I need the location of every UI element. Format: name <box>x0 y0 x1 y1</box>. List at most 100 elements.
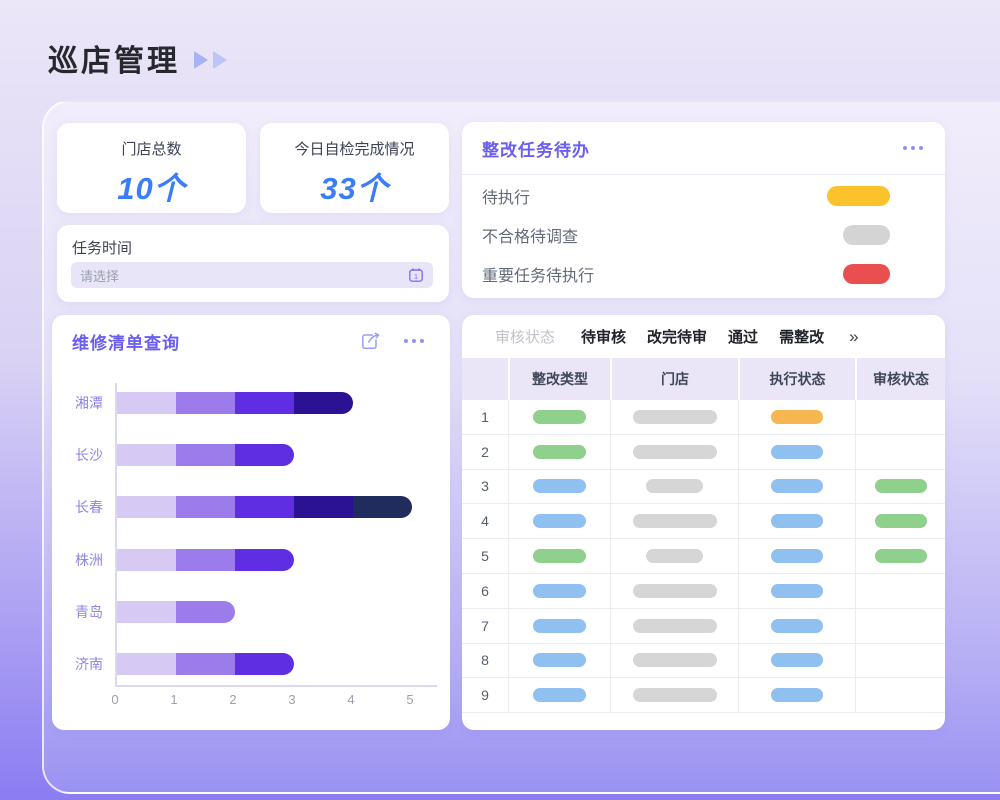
exec-status-pill <box>771 583 823 598</box>
todo-item[interactable]: 不合格待调查 <box>462 217 945 253</box>
table-cell <box>738 504 855 539</box>
table-cell <box>508 504 610 539</box>
table-cell <box>610 643 738 678</box>
bar-category-label: 株洲 <box>75 551 103 568</box>
bar-segment <box>294 496 353 519</box>
play-triangle-icon <box>213 51 227 69</box>
rectify-type-pill <box>533 583 586 598</box>
more-options-icon[interactable] <box>402 335 426 347</box>
rectify-type-pill <box>533 514 586 529</box>
table-cell <box>855 400 945 434</box>
bar-segment <box>117 392 176 414</box>
more-tabs-icon[interactable]: » <box>849 326 859 346</box>
audit-status-pill <box>874 479 927 494</box>
table-cell <box>508 573 610 608</box>
bar-segment <box>235 548 294 571</box>
stat-value: 33个 <box>320 171 389 206</box>
rectify-type-pill <box>533 688 586 703</box>
rectify-type-pill <box>533 479 586 494</box>
store-pill <box>632 618 717 633</box>
bar-category-label: 长春 <box>75 499 103 516</box>
table-row[interactable]: 9 <box>462 678 945 714</box>
tab-4[interactable]: 需整改 <box>779 329 825 346</box>
table-header-cell: 整改类型 <box>508 358 610 400</box>
table-cell <box>738 539 855 573</box>
store-pill <box>632 444 717 459</box>
bar-segment <box>117 444 176 467</box>
store-pill <box>632 653 717 668</box>
todo-item[interactable]: 重要任务待执行 <box>462 256 945 292</box>
table-cell <box>738 678 855 713</box>
exec-status-pill <box>771 514 823 529</box>
double-play-icon <box>194 51 227 69</box>
store-pill <box>632 514 717 529</box>
row-number-cell: 1 <box>481 408 489 425</box>
exec-status-pill <box>771 409 823 424</box>
table-cell <box>738 434 855 469</box>
table-cell <box>855 643 945 678</box>
x-axis-tick-label: 1 <box>170 692 178 707</box>
status-pill <box>827 186 890 206</box>
bar-row <box>117 392 353 414</box>
bar-category-label: 济南 <box>75 656 103 672</box>
table-row[interactable]: 8 <box>462 643 945 679</box>
table-row[interactable]: 5 <box>462 539 945 574</box>
table-cell <box>855 434 945 469</box>
todo-item-label: 不合格待调查 <box>482 229 579 246</box>
bar-segment <box>176 548 235 571</box>
tab-1[interactable]: 待审核 <box>581 329 627 346</box>
stat-card-self-check-today: 今日自检完成情况 33个 <box>260 123 449 213</box>
table-row[interactable]: 2 <box>462 434 945 470</box>
status-pill <box>843 264 890 284</box>
date-placeholder: 请选择 <box>80 268 120 284</box>
x-axis-tick-label: 4 <box>347 692 355 707</box>
tab-3[interactable]: 通过 <box>728 329 759 346</box>
table-cell <box>855 608 945 643</box>
table-row[interactable]: 1 <box>462 400 945 435</box>
bar-segment <box>117 653 176 675</box>
table-header-cell: 门店 <box>610 358 738 400</box>
table-cell <box>610 678 738 713</box>
share-icon[interactable] <box>360 331 382 351</box>
bar-category-label: 湘潭 <box>75 395 103 411</box>
tab-2[interactable]: 改完待审 <box>647 329 708 346</box>
table-cell <box>610 400 738 434</box>
row-number-cell: 8 <box>481 652 489 669</box>
bar-segment <box>117 496 176 519</box>
row-number-cell: 3 <box>481 478 489 495</box>
more-options-icon[interactable] <box>901 142 925 154</box>
filter-label: 审核状态 <box>495 329 556 346</box>
table-row[interactable]: 3 <box>462 469 945 505</box>
bar-segment <box>235 496 294 519</box>
x-axis-tick-label: 5 <box>406 692 414 707</box>
bar-segment <box>294 392 353 414</box>
table-body: 1 2 3 4 5 6 7 8 9 <box>462 400 945 714</box>
y-axis-line <box>115 383 117 686</box>
row-number-cell: 7 <box>481 617 489 634</box>
bar-segment <box>117 548 176 571</box>
table-row[interactable]: 6 <box>462 573 945 609</box>
todo-item[interactable]: 待执行 <box>462 178 945 214</box>
todo-panel-header: 整改任务待办 <box>462 122 945 174</box>
table-cell <box>855 504 945 539</box>
table-cell <box>508 539 610 573</box>
table-cell <box>738 608 855 643</box>
calendar-icon[interactable]: 1 <box>408 267 424 283</box>
table-cell <box>610 573 738 608</box>
table-cell <box>855 539 945 573</box>
store-pill <box>646 549 703 564</box>
table-cell <box>610 539 738 573</box>
table-header-row: 整改类型 门店 执行状态 审核状态 <box>462 358 945 400</box>
rectify-type-pill <box>533 409 586 424</box>
table-row[interactable]: 7 <box>462 608 945 644</box>
table-cell <box>610 469 738 504</box>
table-cell <box>855 678 945 713</box>
table-cell <box>610 504 738 539</box>
task-time-date-input[interactable]: 请选择 1 <box>71 262 433 288</box>
row-number-cell: 4 <box>481 513 489 530</box>
exec-status-pill <box>771 688 823 703</box>
table-row[interactable]: 4 <box>462 504 945 540</box>
bar-segment <box>235 444 294 467</box>
store-pill <box>632 688 717 703</box>
bar-row <box>117 653 294 675</box>
